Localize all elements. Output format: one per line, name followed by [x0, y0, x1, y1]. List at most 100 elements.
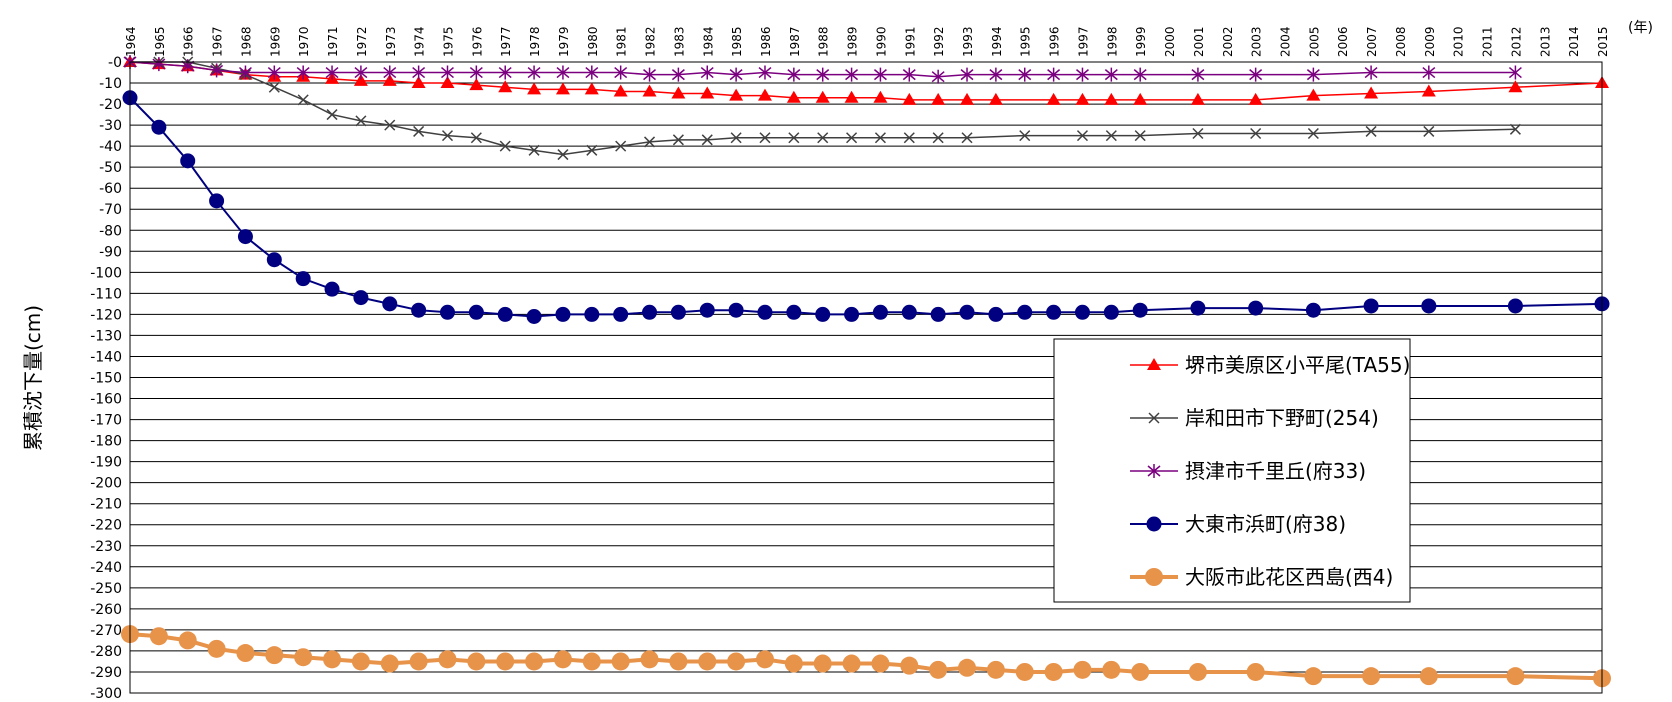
data-point [265, 646, 284, 665]
data-point [1132, 302, 1148, 318]
data-point [409, 652, 428, 671]
data-point [989, 67, 1003, 82]
data-point [700, 86, 715, 99]
x-tick-label: 1973 [384, 26, 398, 57]
data-point [728, 302, 744, 318]
series-2 [124, 56, 1521, 161]
x-tick-label: 1992 [932, 26, 946, 57]
data-point [526, 309, 542, 325]
data-point-stroke [759, 132, 771, 144]
y-tick-label: -70 [99, 202, 122, 218]
data-point [412, 65, 426, 80]
x-tick-label: 1967 [211, 26, 225, 57]
data-point [1422, 65, 1436, 80]
data-point [1133, 92, 1148, 105]
data-point [788, 132, 800, 144]
data-point [959, 304, 975, 320]
data-point [441, 65, 454, 80]
data-point [1191, 67, 1205, 82]
y-tick-label: -60 [99, 181, 122, 197]
x-tick-label: 2000 [1163, 26, 1177, 57]
data-point-stroke [1192, 127, 1204, 140]
data-point [267, 65, 281, 80]
data-point [468, 304, 484, 320]
data-point [730, 132, 742, 144]
data-point-stroke [961, 132, 973, 144]
data-point [1364, 65, 1378, 80]
data-point [555, 306, 571, 322]
data-point-stroke [846, 132, 858, 144]
data-point-stroke [615, 140, 627, 152]
data-point [1131, 662, 1150, 681]
legend-label: 大阪市此花区西島(西4) [1185, 565, 1393, 589]
data-point [844, 306, 860, 322]
data-point-stroke [441, 130, 454, 142]
x-tick-label: 1985 [730, 26, 744, 57]
data-point [295, 271, 311, 287]
data-point [958, 658, 977, 677]
legend-item: 大東市浜町(府38) [1130, 512, 1346, 536]
y-tick-label: -240 [90, 560, 122, 576]
data-point [1046, 92, 1061, 105]
data-point-stroke [499, 140, 511, 152]
x-tick-label: 1970 [297, 26, 311, 57]
data-point [611, 652, 630, 671]
data-point [615, 140, 627, 152]
data-point [1507, 298, 1523, 314]
plot-frame [129, 61, 1603, 694]
x-tick-label: 2013 [1538, 26, 1552, 57]
data-point [1508, 65, 1522, 80]
data-point [323, 650, 342, 669]
data-point [844, 90, 859, 103]
x-tick-label: 1993 [961, 26, 975, 57]
data-point [643, 67, 657, 82]
x-tick-label: 1976 [470, 26, 484, 57]
data-point [930, 306, 946, 322]
x-tick-label: 1998 [1105, 26, 1119, 57]
data-point [266, 252, 282, 268]
y-tick-label: -10 [99, 76, 122, 92]
x-tick-label: 2006 [1336, 26, 1350, 57]
data-point [556, 65, 570, 80]
data-point [237, 229, 253, 245]
data-point [873, 67, 887, 82]
data-point [1364, 86, 1379, 99]
data-point [294, 648, 313, 667]
data-point [413, 125, 425, 137]
data-point [1076, 130, 1089, 142]
data-point [1018, 67, 1032, 82]
data-point [931, 69, 945, 84]
data-point [438, 650, 457, 669]
data-point [784, 654, 803, 673]
data-point [1075, 67, 1089, 82]
x-tick-label: 1975 [441, 26, 455, 57]
y-tick-label: -150 [90, 371, 122, 387]
x-tick-label: 2005 [1307, 26, 1321, 57]
data-point [1102, 660, 1121, 679]
data-point [210, 63, 224, 78]
data-point [584, 82, 599, 95]
data-point [498, 65, 512, 80]
data-point [1017, 304, 1033, 320]
data-point [873, 90, 888, 103]
x-tick-label: 1995 [1019, 26, 1033, 57]
data-point [727, 652, 746, 671]
data-point [497, 306, 513, 322]
x-tick-label: 1977 [499, 26, 513, 57]
data-point [1046, 304, 1062, 320]
data-point [528, 144, 540, 156]
data-point [1015, 662, 1034, 681]
x-tick-label: 1991 [903, 26, 917, 57]
data-point [872, 304, 888, 320]
data-point [614, 65, 628, 80]
data-point [786, 304, 802, 320]
data-point [1305, 302, 1321, 318]
data-point-stroke [1250, 127, 1262, 140]
data-point [613, 306, 629, 322]
data-point-stroke [297, 94, 309, 106]
data-point-stroke [1423, 125, 1435, 137]
data-point [1307, 127, 1319, 140]
data-point [842, 654, 861, 673]
data-point [642, 304, 658, 320]
data-point [1134, 130, 1146, 142]
